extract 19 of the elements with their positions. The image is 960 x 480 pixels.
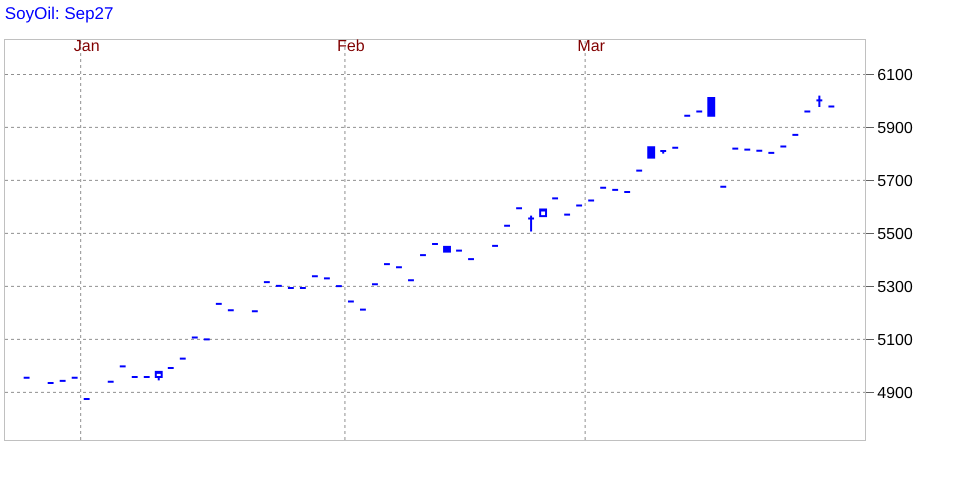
candlestick xyxy=(647,146,656,159)
y-tick-label: 4900 xyxy=(877,384,913,402)
candlestick xyxy=(443,246,451,253)
candlestick xyxy=(527,214,536,233)
candlestick xyxy=(539,207,548,218)
y-tick-label: 5500 xyxy=(877,226,913,243)
x-tick-label: Jan xyxy=(74,38,100,55)
x-tick-label: Feb xyxy=(337,38,365,55)
candlestick xyxy=(659,150,668,155)
y-tick-label: 5700 xyxy=(877,173,913,190)
x-tick-label: Mar xyxy=(577,38,606,55)
candlestick xyxy=(154,370,163,382)
y-tick-label: 5300 xyxy=(877,278,913,296)
y-tick-label: 5100 xyxy=(877,332,913,349)
y-tick-label: 6100 xyxy=(877,67,913,84)
chart-title: SoyOil: Sep27 xyxy=(4,4,114,24)
candlestick xyxy=(707,97,716,117)
candlestick xyxy=(815,94,824,108)
y-tick-label: 5900 xyxy=(877,120,913,138)
